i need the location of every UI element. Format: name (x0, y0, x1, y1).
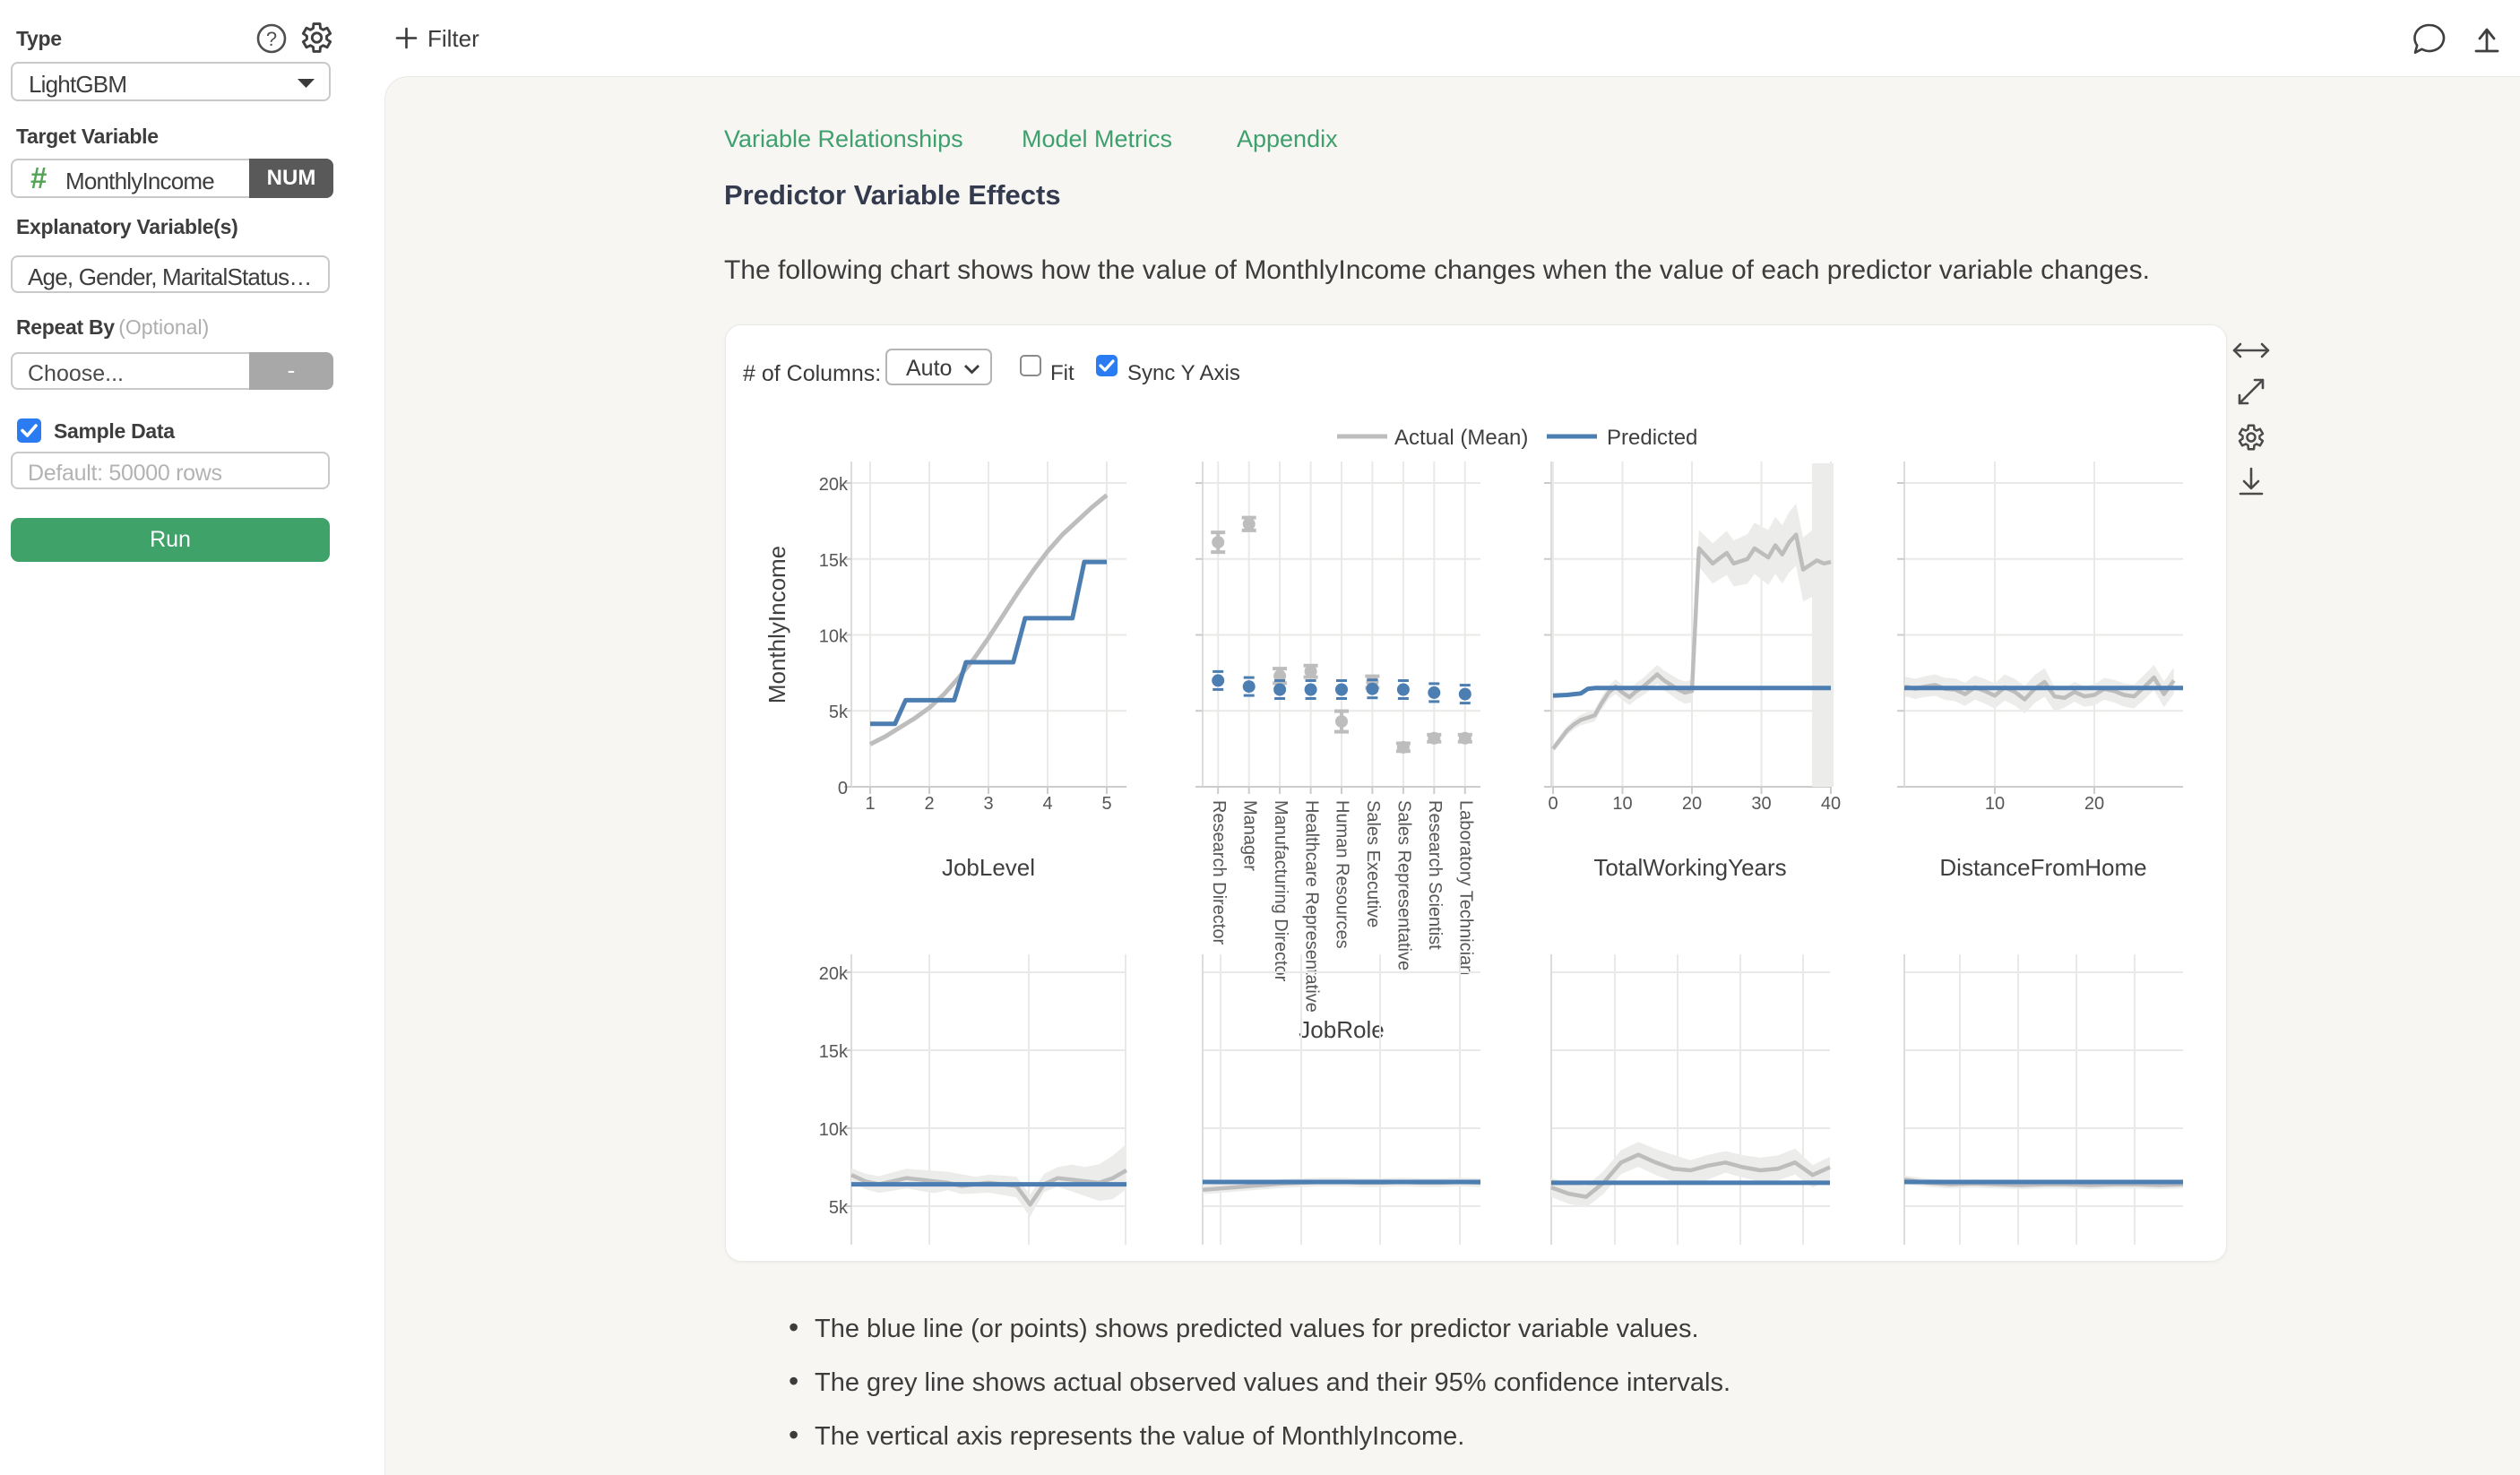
svg-text:Actual (Mean): Actual (Mean) (1394, 426, 1528, 450)
svg-text:5k: 5k (829, 703, 849, 722)
svg-text:Predicted: Predicted (1607, 426, 1697, 450)
svg-text:JobLevel: JobLevel (942, 854, 1035, 881)
svg-text:4: 4 (1042, 794, 1052, 814)
svg-text:10k: 10k (819, 627, 849, 647)
svg-text:Sales Representative: Sales Representative (1394, 800, 1414, 970)
svg-text:10: 10 (1612, 794, 1632, 814)
svg-text:5k: 5k (829, 1198, 849, 1218)
svg-text:0: 0 (838, 779, 848, 798)
svg-text:20: 20 (1682, 794, 1702, 814)
svg-text:Research Scientist: Research Scientist (1425, 800, 1445, 950)
svg-text:Sales Executive: Sales Executive (1363, 800, 1383, 927)
svg-text:30: 30 (1751, 794, 1771, 814)
svg-text:2: 2 (924, 794, 934, 814)
svg-text:10k: 10k (819, 1120, 849, 1140)
svg-text:TotalWorkingYears: TotalWorkingYears (1593, 854, 1786, 881)
svg-text:Manager: Manager (1239, 800, 1259, 871)
svg-text:10: 10 (1985, 794, 2005, 814)
svg-text:20k: 20k (819, 964, 849, 984)
svg-text:15k: 15k (819, 1042, 849, 1062)
svg-text:20k: 20k (819, 475, 849, 495)
svg-text:JobRole: JobRole (1299, 1016, 1384, 1043)
svg-text:Research Director: Research Director (1209, 800, 1229, 945)
svg-text:1: 1 (865, 794, 875, 814)
svg-text:MonthlyIncome: MonthlyIncome (764, 546, 790, 703)
svg-text:0: 0 (1548, 794, 1558, 814)
svg-text:5: 5 (1101, 794, 1111, 814)
svg-text:15k: 15k (819, 551, 849, 571)
svg-text:3: 3 (983, 794, 993, 814)
svg-text:20: 20 (2084, 794, 2104, 814)
svg-text:Human Resources: Human Resources (1333, 800, 1352, 949)
svg-text:Healthcare Representative: Healthcare Representative (1301, 800, 1321, 1013)
svg-text:DistanceFromHome: DistanceFromHome (1939, 854, 2146, 881)
svg-text:Manufacturing Director: Manufacturing Director (1271, 800, 1290, 982)
svg-text:40: 40 (1821, 794, 1841, 814)
svg-text:Laboratory Technician: Laboratory Technician (1456, 800, 1476, 975)
